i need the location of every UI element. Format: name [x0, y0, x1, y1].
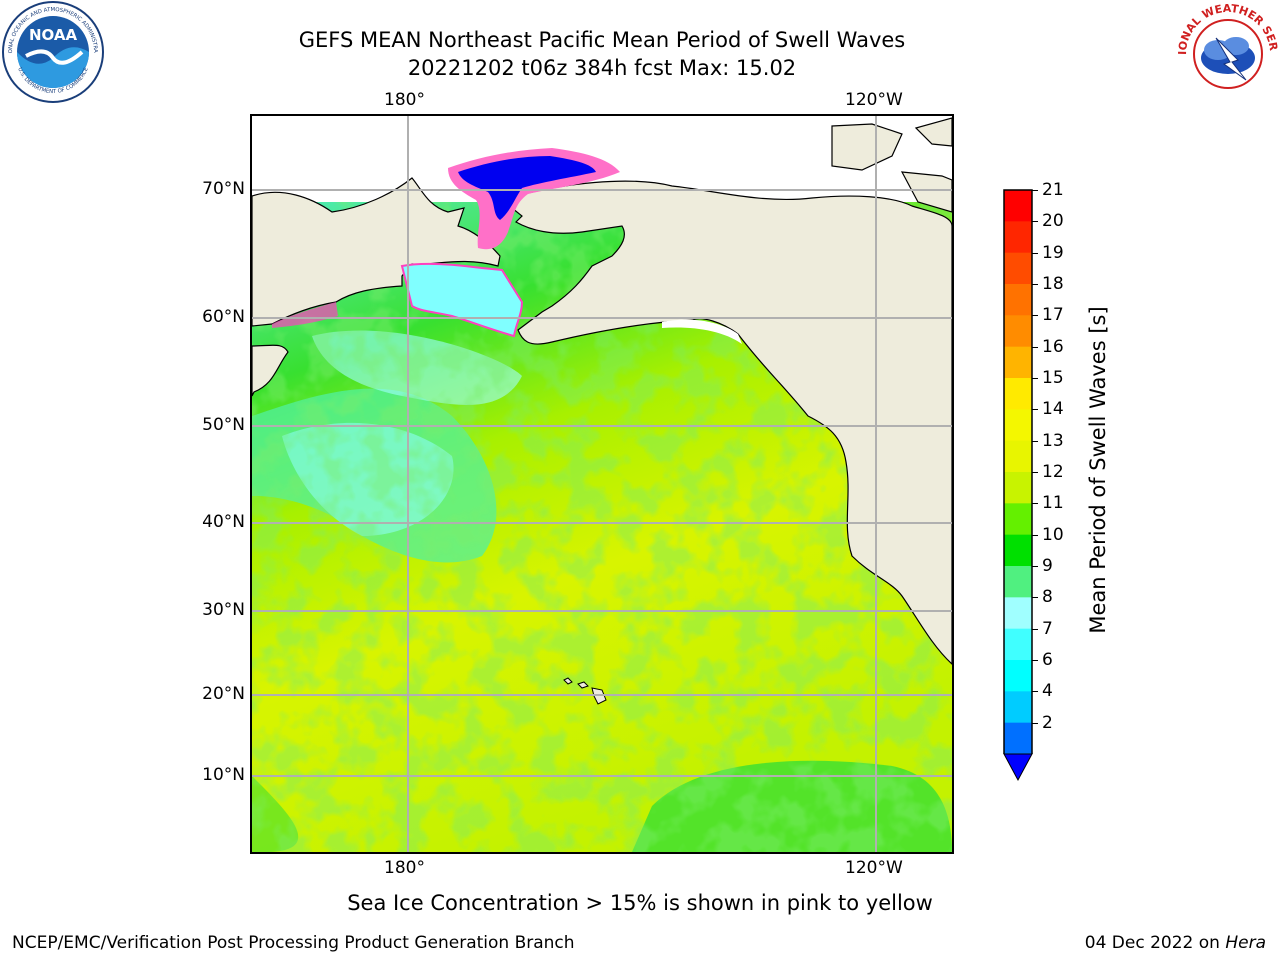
colorbar-tick-mark — [1032, 534, 1038, 536]
noaa-logo: NOAA NATIONAL OCEANIC AND ATMOSPHERIC AD… — [0, 0, 106, 108]
colorbar-tick-label: 2 — [1042, 712, 1053, 733]
lat-label-70n: 70°N — [202, 179, 245, 199]
chart-subtitle: 20221202 t06z 384h fcst Max: 15.02 — [407, 56, 797, 80]
colorbar-tick-mark — [1032, 190, 1038, 191]
colorbar-tick-mark — [1032, 378, 1038, 379]
colorbar-tick-label: 6 — [1042, 650, 1053, 670]
colorbar-segment — [1004, 190, 1032, 222]
colorbar-tick-mark — [1032, 597, 1038, 599]
sea-ice-note: Sea Ice Concentration > 15% is shown in … — [347, 891, 933, 915]
colorbar-tick-mark — [1032, 221, 1038, 223]
colorbar-tick-label: 19 — [1042, 242, 1064, 263]
host-name: Hera — [1225, 933, 1266, 953]
colorbar-tick-label: 9 — [1042, 556, 1053, 576]
credit-text: NCEP/EMC/Verification Post Processing Pr… — [12, 933, 575, 953]
colorbar-segment — [1004, 409, 1032, 442]
lat-label-50n: 50°N — [202, 415, 245, 435]
colorbar-segment — [1004, 597, 1032, 630]
colorbar-tick-mark — [1032, 660, 1038, 661]
colorbar-segment — [1004, 284, 1032, 316]
colorbar-tick-mark — [1032, 440, 1038, 442]
colorbar-segment — [1004, 628, 1032, 661]
colorbar-tick-mark — [1032, 566, 1038, 567]
colorbar-segment — [1004, 503, 1032, 536]
lat-label-30n: 30°N — [202, 600, 245, 620]
colorbar-under-arrow — [1003, 753, 1033, 782]
colorbar-tick-label: 15 — [1042, 368, 1064, 388]
colorbar-tick-mark — [1032, 346, 1038, 348]
colorbar-segment — [1004, 691, 1032, 724]
colorbar-segment — [1004, 722, 1032, 755]
colorbar-segment — [1004, 346, 1032, 379]
date-text: 04 Dec 2022 on Hera — [1084, 933, 1266, 953]
colorbar-tick-mark — [1032, 409, 1038, 411]
colorbar-segment — [1004, 472, 1032, 504]
colorbar-tick-label: 10 — [1042, 524, 1064, 545]
colorbar-tick-mark — [1032, 722, 1038, 724]
noaa-logo-text: NOAA — [29, 26, 78, 44]
colorbar-tick-label: 17 — [1042, 305, 1064, 326]
colorbar-tick-mark — [1032, 284, 1038, 285]
colorbar-tick-mark — [1032, 628, 1038, 630]
lon-label-top-180: 180° — [384, 90, 425, 110]
colorbar-segment — [1004, 660, 1032, 692]
colorbar-tick-mark — [1032, 315, 1038, 317]
colorbar-tick-label: 8 — [1042, 587, 1053, 608]
map-panel — [250, 114, 954, 854]
colorbar-tick-label: 12 — [1042, 462, 1064, 482]
colorbar-segment — [1004, 534, 1032, 567]
colorbar-tick-mark — [1032, 691, 1038, 693]
lat-label-20n: 20°N — [202, 684, 245, 704]
nws-logo: NATIONAL WEATHER SERVICE — [1171, 0, 1280, 104]
lon-label-top-120w: 120°W — [845, 90, 903, 110]
colorbar-tick-label: 16 — [1042, 336, 1064, 357]
colorbar-tick-label: 20 — [1042, 211, 1064, 232]
colorbar-tick-mark — [1032, 503, 1038, 505]
colorbar-tick-mark — [1032, 252, 1038, 254]
colorbar-tick-label: 11 — [1042, 493, 1064, 514]
lat-label-40n: 40°N — [202, 512, 245, 532]
graticule — [252, 116, 952, 852]
lat-label-60n: 60°N — [202, 307, 245, 327]
lat-label-10n: 10°N — [202, 765, 245, 785]
colorbar-tick-label: 14 — [1042, 399, 1064, 420]
colorbar-segment — [1004, 252, 1032, 285]
colorbar-segment — [1004, 566, 1032, 598]
colorbar-label: Mean Period of Swell Waves [s] — [1086, 306, 1110, 634]
colorbar-tick-label: 18 — [1042, 274, 1064, 294]
colorbar-segment — [1004, 440, 1032, 473]
colorbar-tick-label: 21 — [1042, 180, 1064, 200]
colorbar-tick-label: 13 — [1042, 430, 1064, 451]
colorbar-segment — [1004, 221, 1032, 254]
lon-label-bottom-180: 180° — [384, 858, 425, 878]
colorbar-tick-label: 7 — [1042, 618, 1053, 639]
lon-label-bottom-120w: 120°W — [845, 858, 903, 878]
land-north-america — [500, 180, 952, 665]
colorbar-segment — [1004, 378, 1032, 410]
colorbar-segment — [1004, 315, 1032, 348]
colorbar-tick-label: 4 — [1042, 681, 1053, 702]
colorbar-tick-mark — [1032, 472, 1038, 473]
chart-title: GEFS MEAN Northeast Pacific Mean Period … — [298, 28, 906, 52]
